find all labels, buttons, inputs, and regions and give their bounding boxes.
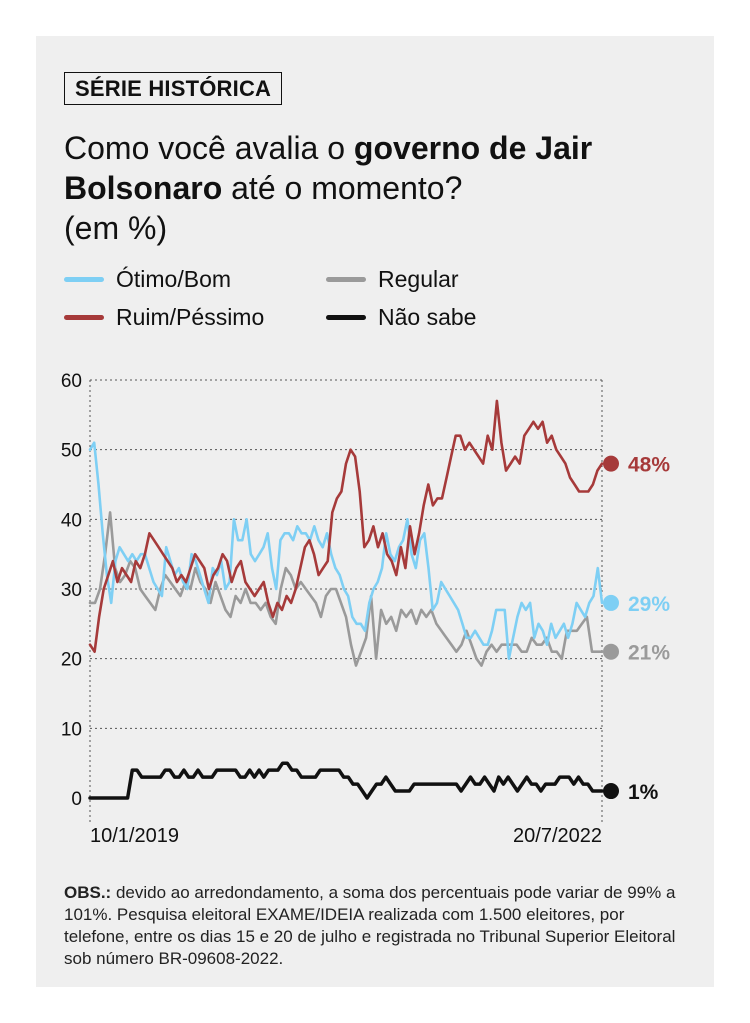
footnote-label: OBS.: — [64, 883, 112, 902]
title-text-2: até o momento? — [222, 170, 463, 206]
end-label-ruim: 48% — [628, 454, 670, 477]
legend-item-naosabe: Não sabe — [326, 304, 476, 331]
series-tag: SÉRIE HISTÓRICA — [64, 72, 283, 105]
legend-label-ruim: Ruim/Péssimo — [116, 304, 265, 330]
title-text-1: Como você avalia o — [64, 130, 354, 166]
x-start-label: 10/1/2019 — [90, 825, 179, 847]
y-tick-label: 20 — [61, 650, 82, 671]
legend-item-ruim: Ruim/Péssimo — [64, 304, 264, 331]
legend-swatch-regular — [326, 277, 366, 282]
legend-label-regular: Regular — [378, 266, 459, 292]
end-marker-otimo — [603, 594, 619, 611]
series-line-otimo — [88, 441, 604, 661]
end-label-regular: 21% — [628, 642, 670, 665]
legend-label-naosabe: Não sabe — [378, 304, 477, 330]
legend-label-otimo: Ótimo/Bom — [116, 266, 232, 292]
y-tick-label: 40 — [61, 510, 82, 531]
chart-title: Como você avalia o governo de Jair Bolso… — [64, 128, 664, 248]
legend-swatch-naosabe — [326, 315, 366, 320]
legend-swatch-ruim — [64, 315, 104, 320]
series-line-regular — [88, 511, 604, 667]
footnote: OBS.: devido ao arredondamento, a soma d… — [64, 882, 694, 970]
end-label-naosabe: 1% — [628, 781, 659, 804]
y-tick-label: 50 — [61, 441, 82, 462]
y-tick-label: 0 — [71, 789, 82, 810]
y-tick-label: 30 — [61, 580, 82, 601]
end-marker-naosabe — [603, 783, 619, 800]
end-marker-regular — [603, 643, 619, 660]
y-tick-label: 60 — [61, 371, 82, 392]
infographic-card: SÉRIE HISTÓRICA Como você avalia o gover… — [36, 36, 714, 987]
series-line-ruim — [88, 399, 604, 654]
title-unit: (em %) — [64, 210, 168, 246]
end-marker-ruim — [603, 455, 619, 472]
line-chart: 0 10 20 30 40 50 60 10/1/2019 20/7/2022 29% 48% 21%… — [61, 371, 670, 847]
y-tick-label: 10 — [61, 719, 82, 740]
series-line-naosabe — [88, 761, 604, 800]
legend-item-otimo: Ótimo/Bom — [64, 266, 231, 293]
footnote-text: devido ao arredondamento, a soma dos per… — [64, 883, 676, 968]
legend-item-regular: Regular — [326, 266, 459, 293]
end-label-otimo: 29% — [628, 593, 670, 616]
title-bold: governo de Jair Bolsonaro — [64, 130, 593, 206]
x-end-label: 20/7/2022 — [513, 825, 602, 847]
gridlines — [89, 379, 603, 822]
legend: Ótimo/Bom Ruim/Péssimo Regular Não sabe — [64, 266, 624, 346]
legend-swatch-otimo — [64, 277, 104, 282]
